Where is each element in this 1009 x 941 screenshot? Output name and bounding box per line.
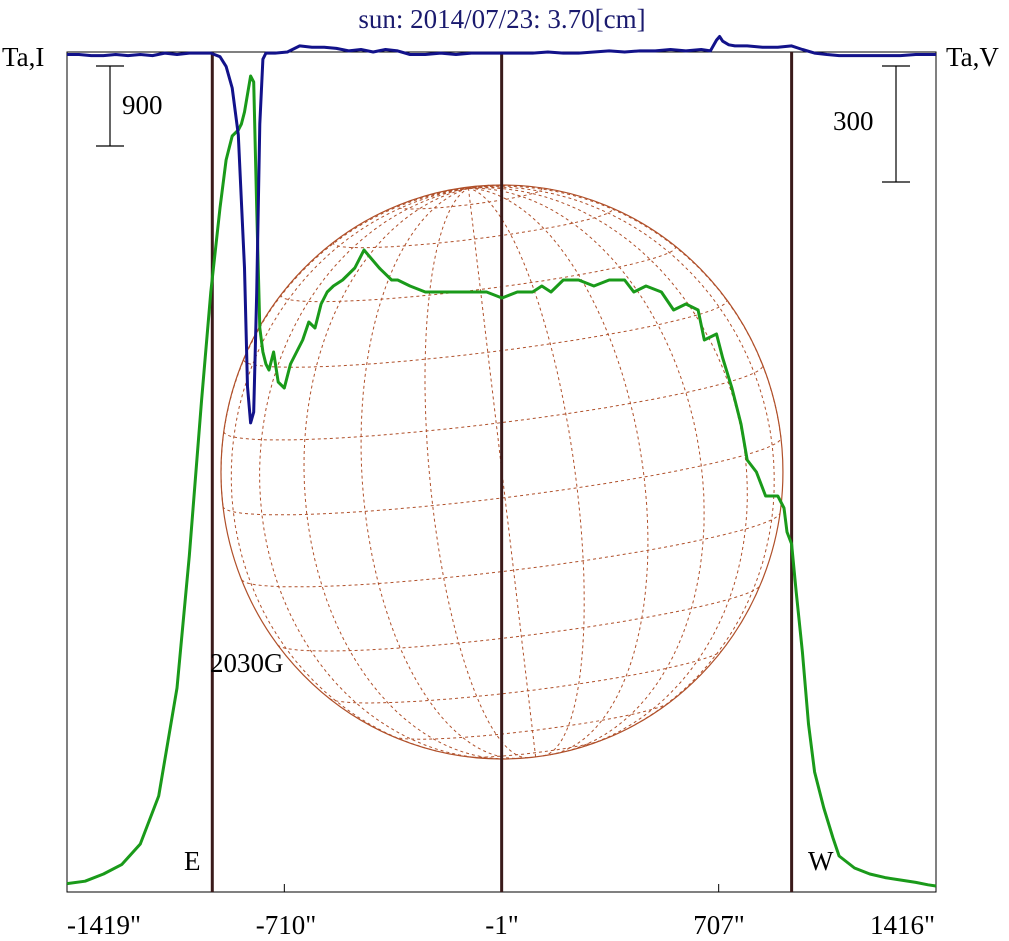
longitude-grid-line (259, 187, 485, 759)
x-tick-label: 707" (693, 910, 745, 940)
longitude-grid-line (424, 187, 529, 759)
x-tick-label: -1" (485, 910, 519, 940)
latitude-grid-line (241, 513, 781, 588)
longitude-grid-line (468, 187, 748, 747)
latitude-grid-line (277, 585, 761, 652)
longitude-grid-line (468, 185, 782, 438)
longitude-grid-line (220, 187, 469, 507)
longitude-grid-line (468, 187, 705, 752)
x-tick-label: 1416" (870, 910, 935, 940)
chart-title: sun: 2014/07/23: 3.70[cm] (358, 4, 645, 34)
latitude-grid-line (243, 300, 728, 368)
right-scale-bar (882, 65, 910, 183)
left-scale-bar (96, 65, 124, 147)
longitude-grid-line (468, 186, 775, 728)
latitude-grid-line (467, 739, 603, 758)
right-axis-label: Ta,V (946, 42, 999, 72)
longitude-grid-line (360, 187, 522, 759)
longitude-grid-line (303, 187, 505, 760)
longitude-grid-line (468, 184, 554, 191)
vertical-markers (210, 52, 794, 892)
longitude-grid-line (468, 188, 537, 757)
left-axis-label: Ta,I (2, 42, 44, 72)
longitude-grid-line (386, 187, 469, 211)
longitude-grid-line (230, 187, 469, 752)
marker-label-west: W (808, 846, 834, 876)
latitude-grid-line (396, 186, 543, 210)
x-tick-label: -710" (256, 910, 317, 940)
longitude-grid-line (468, 187, 649, 756)
marker-label-east: E (184, 846, 201, 876)
field-annotation: 2030G (210, 648, 284, 678)
left-scale-value: 900 (122, 90, 163, 120)
x-tick-label: -1419" (67, 910, 141, 940)
right-scale-value: 300 (833, 106, 874, 136)
latitude-grid-line (223, 365, 764, 441)
longitude-grid-line (468, 187, 585, 757)
latitude-grid-line (280, 245, 677, 303)
latitude-grid-line (332, 207, 613, 249)
longitude-grid-line (468, 186, 473, 189)
intensity-line (66, 74, 937, 888)
polarization-line (67, 35, 936, 425)
